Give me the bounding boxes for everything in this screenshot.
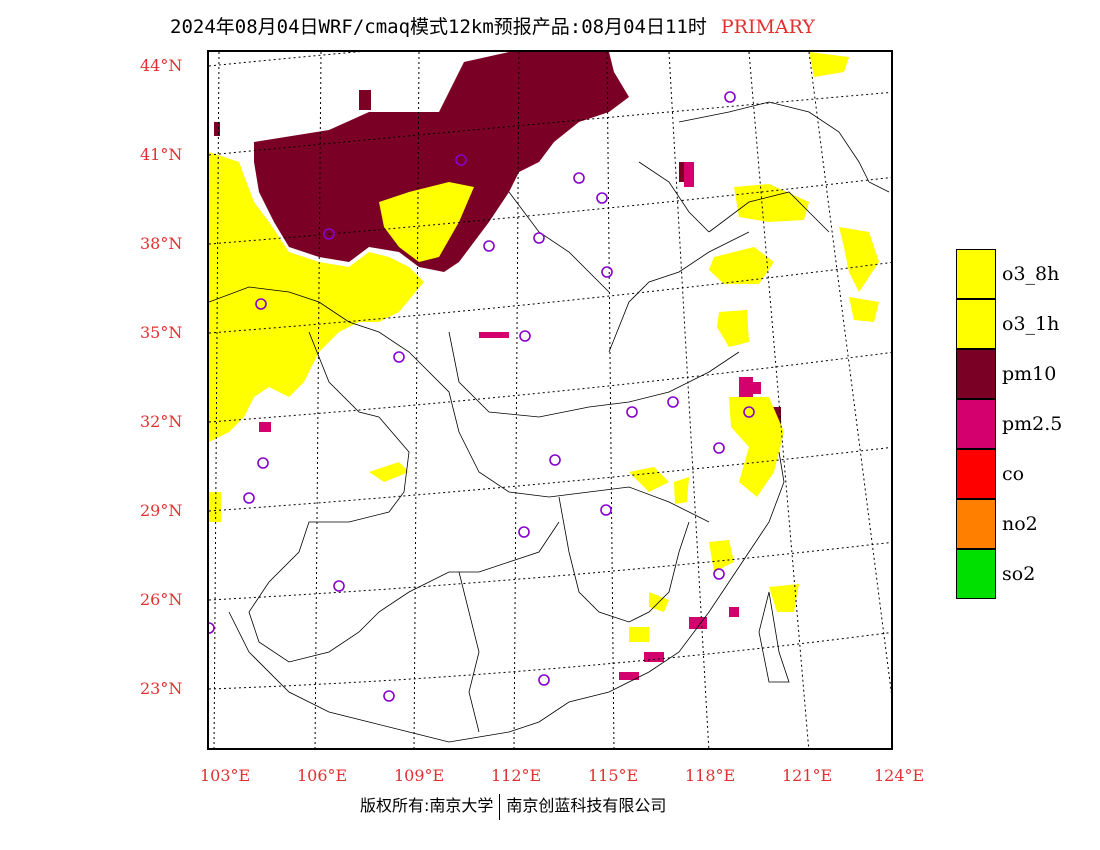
lat-label: 29°N <box>140 501 183 520</box>
legend-item-no2: no2 <box>956 499 1096 549</box>
station-marker <box>533 232 545 244</box>
lon-label: 121°E <box>782 766 833 785</box>
lat-label: 26°N <box>140 590 183 609</box>
legend-swatch <box>956 449 996 499</box>
station-marker <box>483 240 495 252</box>
station-marker <box>573 172 585 184</box>
station-marker <box>601 266 613 278</box>
station-marker <box>549 454 561 466</box>
map-canvas <box>209 52 891 748</box>
legend-item-pm10: pm10 <box>956 349 1096 399</box>
station-marker <box>323 228 335 240</box>
lat-label: 38°N <box>140 234 183 253</box>
station-marker <box>383 690 395 702</box>
legend-swatch <box>956 499 996 549</box>
legend-item-o3-8h: o3_8h <box>956 249 1096 299</box>
station-marker <box>743 406 755 418</box>
legend-swatch <box>956 249 996 299</box>
station-marker <box>724 91 736 103</box>
lon-label: 112°E <box>491 766 542 785</box>
legend-item-so2: so2 <box>956 549 1096 599</box>
lon-label: 109°E <box>394 766 445 785</box>
station-marker <box>257 457 269 469</box>
lon-label: 118°E <box>685 766 736 785</box>
legend-swatch <box>956 399 996 449</box>
station-marker <box>255 298 267 310</box>
lon-label: 106°E <box>297 766 348 785</box>
lon-label: 103°E <box>200 766 251 785</box>
title-tag: PRIMARY <box>720 16 815 38</box>
title-main: 2024年08月04日WRF/cmaq模式12km预报产品:08月04日11时 <box>170 16 707 38</box>
legend-label: so2 <box>1002 563 1036 585</box>
footer-divider <box>499 793 501 820</box>
legend-label: no2 <box>1002 513 1038 535</box>
station-marker <box>713 568 725 580</box>
legend-item-co: co <box>956 449 1096 499</box>
legend-swatch <box>956 299 996 349</box>
o3-area <box>209 52 879 642</box>
legend-label: pm10 <box>1002 363 1057 385</box>
station-marker <box>600 504 612 516</box>
lat-label: 41°N <box>140 145 183 164</box>
chart-title: 2024年08月04日WRF/cmaq模式12km预报产品:08月04日11时 P… <box>170 12 815 39</box>
copyright-footer: 版权所有:南京大学 南京创蓝科技有限公司 <box>360 792 666 820</box>
map-panel[interactable] <box>207 50 893 750</box>
province-boundaries <box>209 101 890 743</box>
station-marker <box>455 154 467 166</box>
legend-item-o3-1h: o3_1h <box>956 299 1096 349</box>
lat-label: 32°N <box>140 412 183 431</box>
legend-swatch <box>956 349 996 399</box>
legend-label: co <box>1002 463 1025 485</box>
station-marker <box>713 442 725 454</box>
legend-label: o3_8h <box>1002 263 1060 285</box>
lat-label: 44°N <box>140 56 183 75</box>
station-marker <box>538 674 550 686</box>
station-marker <box>243 492 255 504</box>
lon-label: 115°E <box>588 766 639 785</box>
station-marker <box>333 580 345 592</box>
legend-item-pm25: pm2.5 <box>956 399 1096 449</box>
lat-label: 35°N <box>140 323 183 342</box>
station-marker <box>518 526 530 538</box>
station-marker <box>393 351 405 363</box>
station-marker <box>209 622 215 634</box>
pm25-area <box>259 162 761 680</box>
copyright-right: 南京创蓝科技有限公司 <box>506 796 667 815</box>
copyright-left: 版权所有:南京大学 <box>360 796 494 815</box>
lon-label: 124°E <box>874 766 925 785</box>
station-marker <box>667 396 679 408</box>
station-marker <box>519 330 531 342</box>
legend-swatch <box>956 549 996 599</box>
graticule <box>209 52 891 748</box>
legend-label: o3_1h <box>1002 313 1060 335</box>
station-marker <box>596 192 608 204</box>
lat-label: 23°N <box>140 679 183 698</box>
station-markers <box>209 91 755 702</box>
legend-label: pm2.5 <box>1002 413 1063 435</box>
station-marker <box>626 406 638 418</box>
